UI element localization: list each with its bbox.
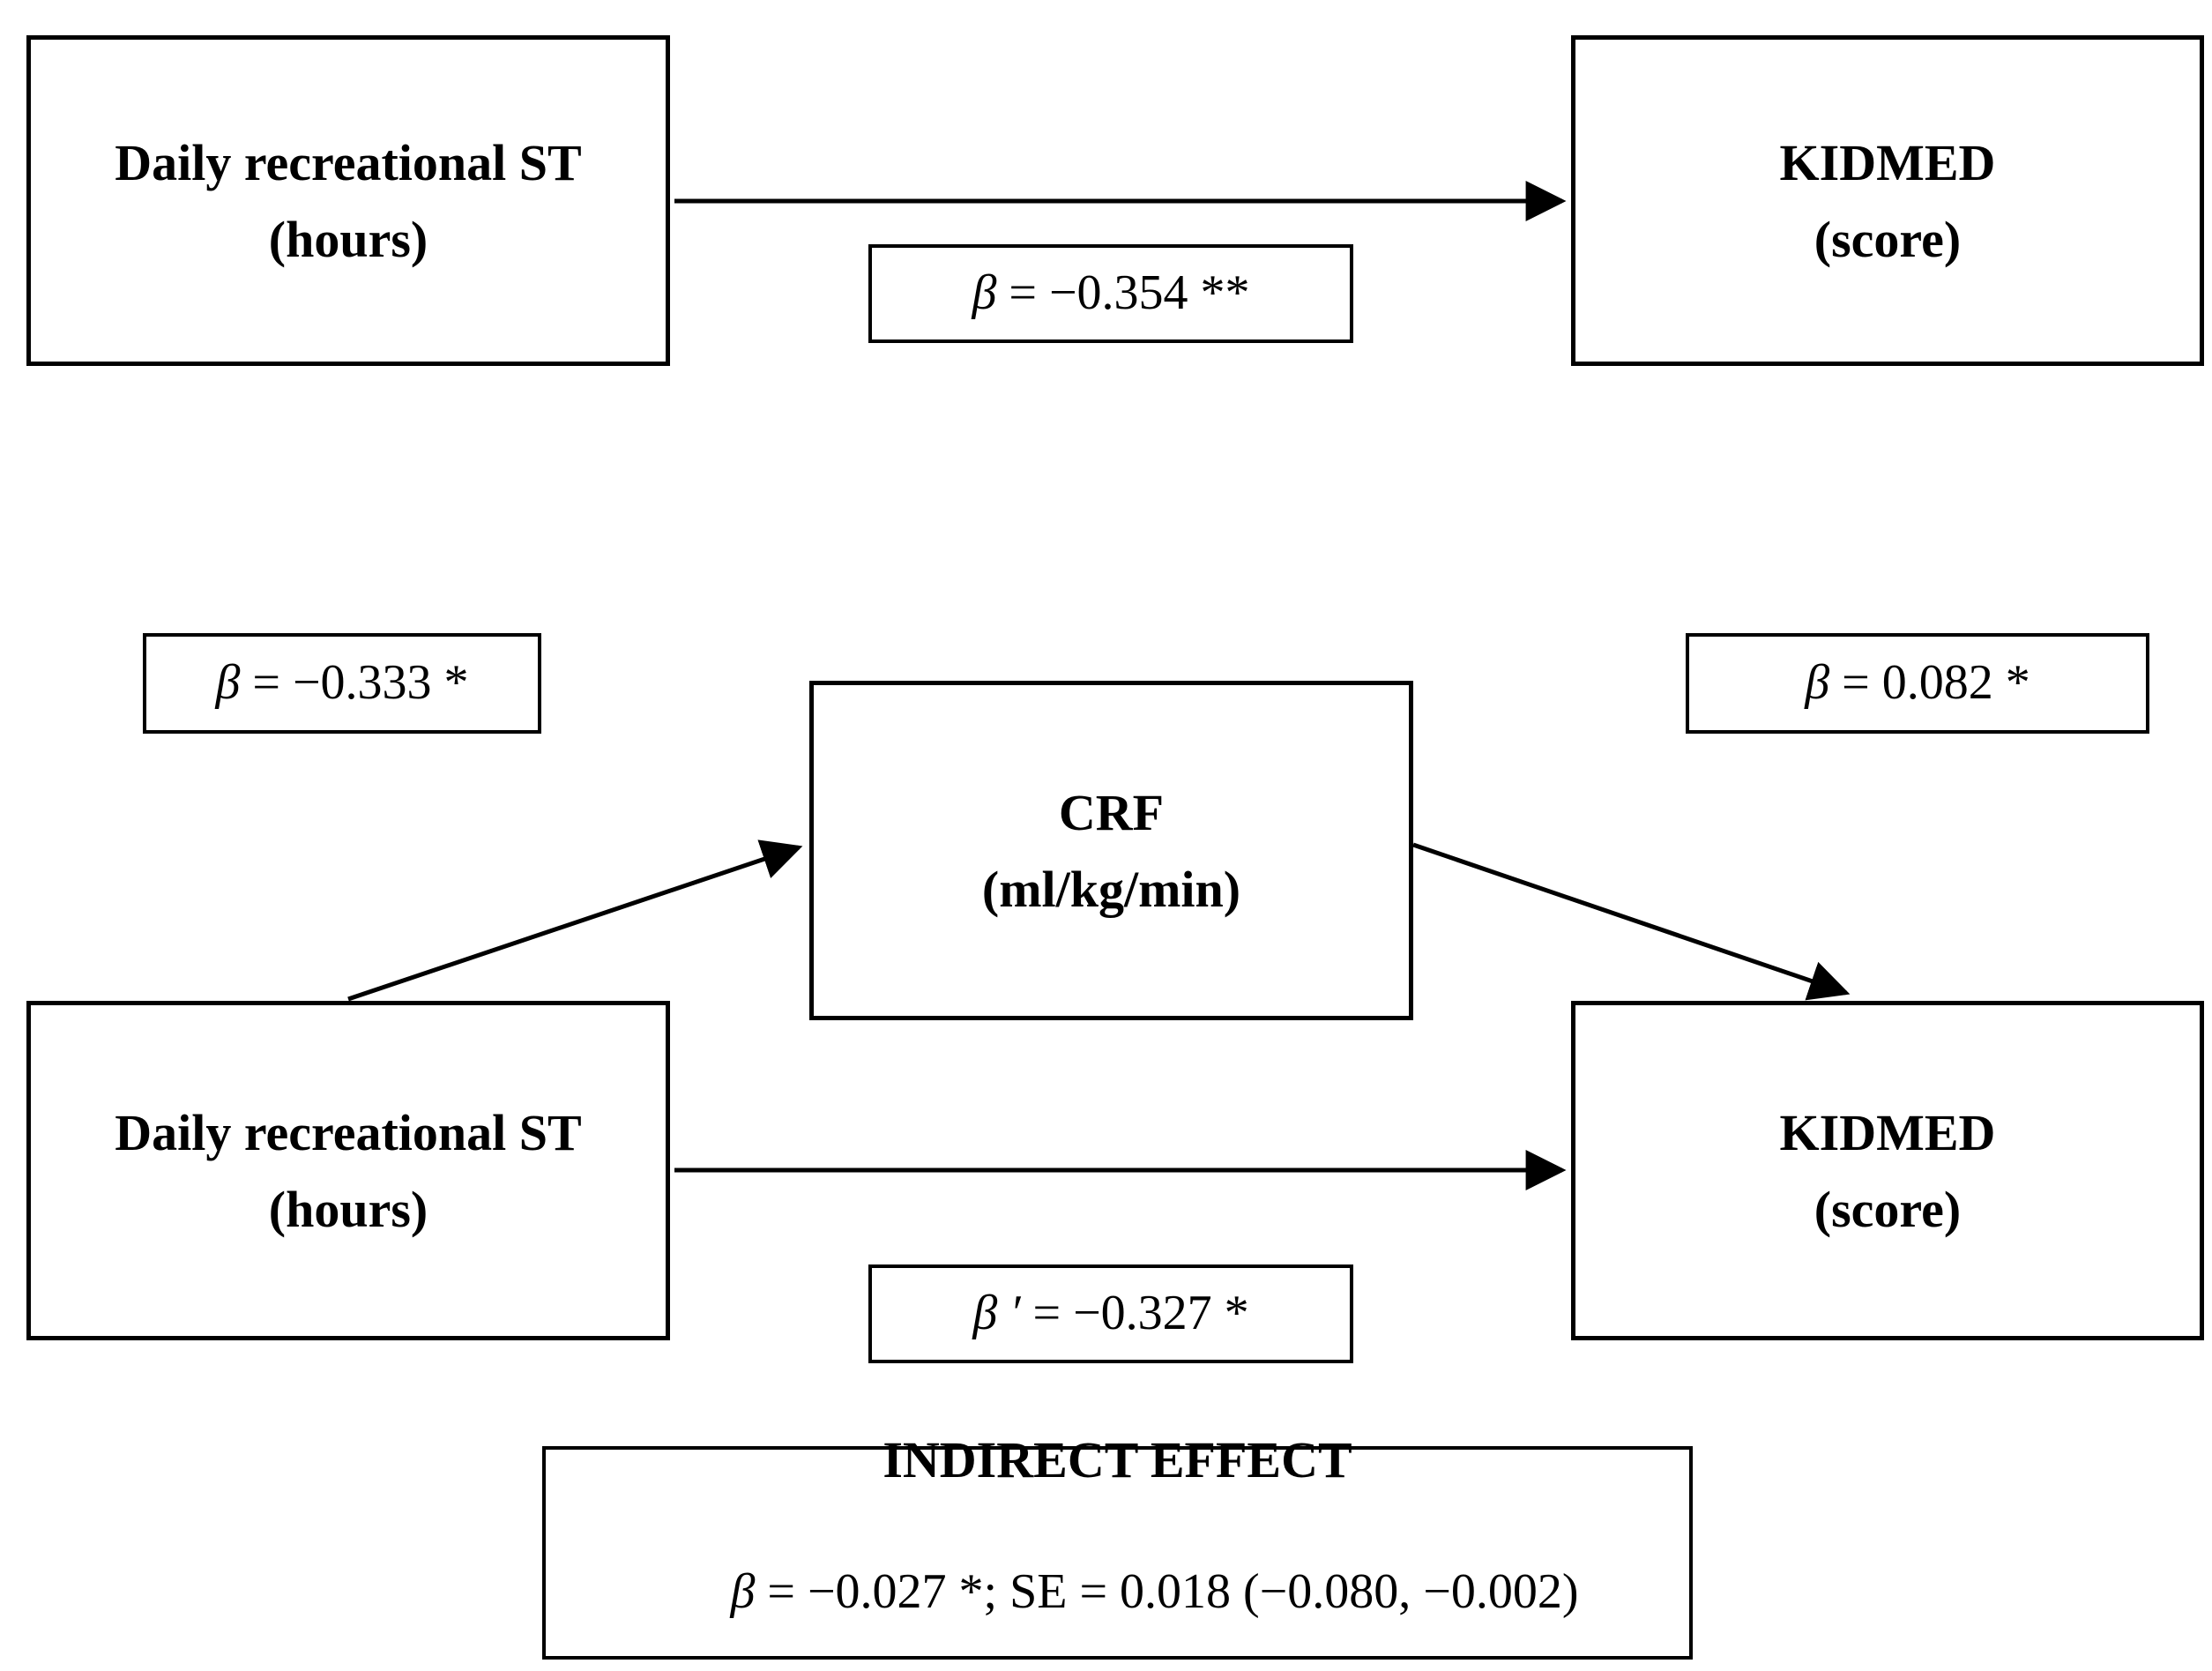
- coefficient-value: = −0.354 **: [996, 265, 1250, 321]
- direct-effect-coefficient: β ′ = −0.327 *: [868, 1264, 1353, 1363]
- beta-symbol: β: [1805, 655, 1830, 711]
- predictor-box-mediation: Daily recreational ST (hours): [26, 1001, 670, 1340]
- coefficient-value: = −0.327 *: [1020, 1286, 1249, 1341]
- beta-symbol: β: [215, 655, 241, 711]
- indirect-effect-title: INDIRECT EFFECT: [883, 1430, 1352, 1488]
- mediator-box: CRF (ml/kg/min): [809, 681, 1413, 1020]
- predictor-label-line2: (hours): [268, 210, 428, 268]
- path-a-coefficient: β = −0.333 *: [143, 633, 541, 734]
- predictor-label-line1: Daily recreational ST: [115, 133, 582, 191]
- indirect-effect-box: INDIRECT EFFECT β = −0.027 *; SE = 0.018…: [542, 1431, 1693, 1660]
- beta-prime-symbol: β ′: [972, 1286, 1021, 1341]
- outcome-label-line1: KIDMED: [1779, 133, 1996, 191]
- outcome-label-line2: (score): [1814, 1180, 1962, 1238]
- path-a-arrow: [347, 839, 803, 1002]
- mediator-label-line2: (ml/kg/min): [981, 860, 1241, 918]
- beta-symbol: β: [972, 265, 997, 321]
- outcome-label-line1: KIDMED: [1779, 1103, 1996, 1161]
- outcome-label-line2: (score): [1814, 210, 1962, 268]
- mediator-label-line1: CRF: [1058, 783, 1165, 841]
- coefficient-value: = −0.333 *: [240, 655, 469, 711]
- coefficient-value: = 0.082 *: [1829, 655, 2030, 711]
- path-b-arrow: [1412, 842, 1851, 1001]
- predictor-label-line1: Daily recreational ST: [115, 1103, 582, 1161]
- coefficient-value: = −0.027 *; SE = 0.018 (−0.080, −0.002): [755, 1564, 1579, 1620]
- outcome-box-total: KIDMED (score): [1571, 35, 2204, 366]
- total-effect-coefficient: β = −0.354 **: [868, 244, 1353, 343]
- predictor-label-line2: (hours): [268, 1180, 428, 1238]
- path-b-coefficient: β = 0.082 *: [1686, 633, 2149, 734]
- outcome-box-mediation: KIDMED (score): [1571, 1001, 2204, 1340]
- predictor-box-total: Daily recreational ST (hours): [26, 35, 670, 366]
- beta-symbol: β: [730, 1564, 756, 1620]
- indirect-effect-value: β = −0.027 *; SE = 0.018 (−0.080, −0.002…: [656, 1511, 1578, 1671]
